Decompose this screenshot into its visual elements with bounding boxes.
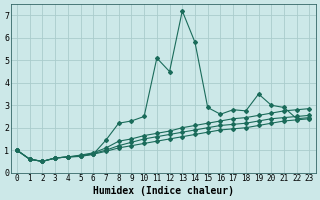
X-axis label: Humidex (Indice chaleur): Humidex (Indice chaleur) [93, 186, 234, 196]
